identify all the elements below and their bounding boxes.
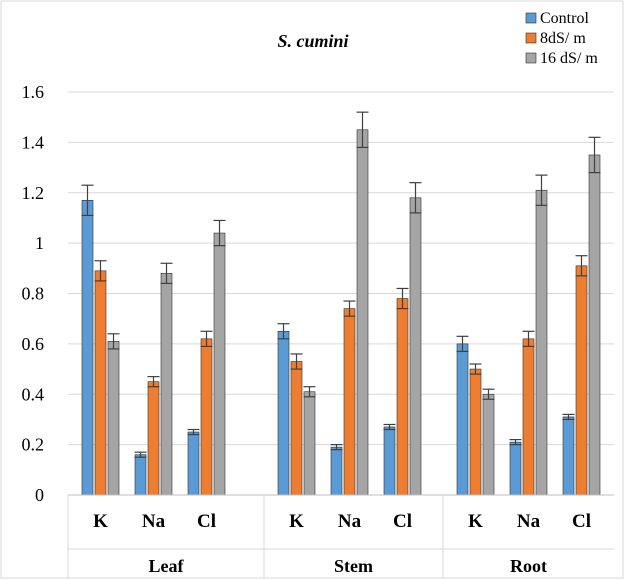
bar-leaf-cl-1 xyxy=(200,338,213,496)
y-tick-label: 0.2 xyxy=(22,435,45,455)
bar-root-cl-0 xyxy=(562,416,575,496)
bar-stem-cl-0 xyxy=(383,426,396,496)
bar-root-cl-2 xyxy=(588,154,601,496)
x-group-label: Root xyxy=(510,556,547,576)
y-tick-label: 0.8 xyxy=(22,284,45,304)
bar-stem-na-2 xyxy=(356,129,369,496)
legend-swatch xyxy=(525,12,537,24)
bar-root-na-0 xyxy=(509,441,522,496)
bar-root-na-2 xyxy=(535,189,548,496)
bar-stem-na-1 xyxy=(343,308,356,496)
x-category-label: Na xyxy=(338,511,362,532)
legend: Control 8dS/ m 16 dS/ m xyxy=(525,10,598,67)
bar-root-k-2 xyxy=(482,393,495,496)
bar-stem-cl-1 xyxy=(396,298,409,496)
y-tick-label: 0.6 xyxy=(22,334,45,354)
legend-label: 16 dS/ m xyxy=(540,50,598,67)
bar-stem-na-0 xyxy=(330,446,343,496)
x-category-label: Cl xyxy=(197,511,216,532)
x-category-label: Cl xyxy=(572,511,591,532)
y-tick-label: 0.4 xyxy=(22,384,45,404)
bar-leaf-na-1 xyxy=(147,381,160,496)
y-tick-label: 1 xyxy=(35,233,44,253)
bar-root-na-1 xyxy=(522,338,535,496)
chart-title: S. cumini xyxy=(277,31,348,51)
x-category-label: K xyxy=(93,511,108,532)
x-axis: K Na Cl Leaf K Na Cl Stem K Na Cl Root xyxy=(67,494,614,578)
x-category-label: Na xyxy=(517,511,541,532)
x-category-label: K xyxy=(468,511,483,532)
legend-label: 8dS/ m xyxy=(540,30,586,47)
y-tick-label: 1.2 xyxy=(22,183,45,203)
bar-leaf-k-0 xyxy=(81,200,94,496)
y-tick-label: 0 xyxy=(35,485,44,505)
x-group-label: Leaf xyxy=(149,556,185,576)
bar-root-k-0 xyxy=(456,343,469,496)
bar-leaf-cl-0 xyxy=(187,431,200,496)
bar-stem-k-1 xyxy=(290,361,303,496)
y-tick-label: 1.4 xyxy=(22,132,45,152)
bar-leaf-k-2 xyxy=(107,341,120,496)
bar-root-k-1 xyxy=(469,368,482,496)
legend-label: Control xyxy=(540,10,589,27)
x-category-label: K xyxy=(289,511,304,532)
bar-leaf-na-0 xyxy=(134,454,147,496)
bar-stem-k-0 xyxy=(277,330,290,496)
bar-stem-cl-2 xyxy=(409,197,422,496)
legend-swatch xyxy=(525,52,537,64)
y-axis: 0 0.2 0.4 0.6 0.8 1 1.2 1.4 1.6 xyxy=(22,82,45,505)
bar-root-cl-1 xyxy=(575,265,588,496)
x-category-label: Cl xyxy=(393,511,412,532)
bars xyxy=(81,111,601,496)
x-group-label: Stem xyxy=(334,556,373,576)
y-tick-label: 1.6 xyxy=(22,82,45,102)
bar-leaf-k-1 xyxy=(94,270,107,496)
bar-leaf-cl-2 xyxy=(213,232,226,496)
bar-leaf-na-2 xyxy=(160,273,173,496)
bar-stem-k-2 xyxy=(303,391,316,496)
x-category-label: Na xyxy=(142,511,166,532)
legend-swatch xyxy=(525,32,537,44)
